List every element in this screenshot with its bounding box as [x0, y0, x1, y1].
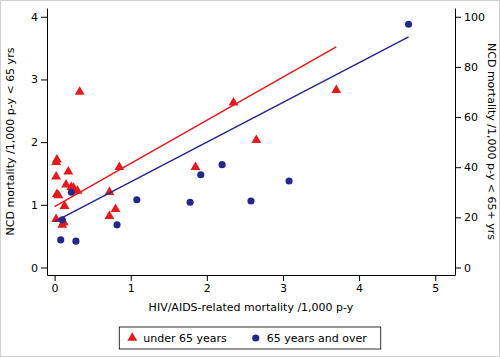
tick-label: 2 [204, 282, 211, 295]
tick-mark [207, 275, 208, 281]
tick: 20 [455, 211, 478, 224]
point [405, 21, 412, 28]
point [229, 97, 239, 106]
point [197, 171, 204, 178]
point [52, 154, 62, 163]
fit-line [55, 37, 409, 222]
fit-line [55, 47, 337, 207]
y2-axis-title: NCD mortality /1,000 p-y < 65+ yrs [485, 43, 498, 240]
point [219, 161, 226, 168]
background [1, 1, 500, 357]
tick-label: 3 [31, 73, 38, 86]
tick-mark [435, 275, 436, 281]
point [59, 216, 66, 223]
legend-box [119, 327, 380, 349]
tick-mark [41, 267, 47, 268]
tick-mark [55, 275, 56, 281]
point [51, 171, 61, 180]
tick-label: 80 [464, 61, 478, 74]
tick: 0 [455, 261, 471, 274]
point [113, 221, 120, 228]
tick: 3 [31, 73, 47, 86]
point [114, 162, 124, 171]
point [60, 200, 70, 209]
legend-marker [127, 332, 137, 341]
point [57, 236, 64, 243]
tick-mark [455, 117, 461, 118]
point [285, 177, 292, 184]
tick-label: 2 [31, 136, 38, 149]
tick-label: 100 [464, 11, 485, 24]
tick: 2 [204, 275, 211, 295]
point [191, 162, 201, 171]
tick-mark [283, 275, 284, 281]
point [59, 217, 69, 226]
point [72, 238, 79, 245]
tick: 5 [432, 275, 439, 295]
plot-area [51, 21, 412, 245]
tick-mark [359, 275, 360, 281]
point [251, 135, 261, 144]
tick-label: 0 [464, 261, 471, 274]
tick: 1 [31, 199, 47, 212]
legend-label: 65 years and over [267, 332, 367, 345]
tick-label: 4 [356, 282, 363, 295]
tick-label: 20 [464, 211, 478, 224]
tick-label: 4 [31, 11, 38, 24]
tick: 0 [52, 275, 59, 295]
tick-mark [41, 17, 47, 18]
point [187, 199, 194, 206]
tick: 1 [128, 275, 135, 295]
axis-line [455, 9, 456, 276]
tick: 4 [31, 11, 47, 24]
tick: 40 [455, 161, 478, 174]
tick-mark [41, 142, 47, 143]
tick-mark [41, 79, 47, 80]
tick: 0 [31, 261, 47, 274]
point [247, 197, 254, 204]
point [75, 86, 85, 95]
point [111, 204, 121, 213]
tick-label: 5 [432, 282, 439, 295]
x-axis: 0 1 2 3 4 5 [48, 275, 456, 295]
axis-line [47, 9, 48, 276]
tick-mark [455, 17, 461, 18]
point [133, 196, 140, 203]
tick-label: 0 [31, 261, 38, 274]
tick: 2 [31, 136, 47, 149]
tick: 4 [356, 275, 363, 295]
tick-label: 1 [128, 282, 135, 295]
tick: 100 [455, 11, 485, 24]
point [68, 189, 75, 196]
point [63, 166, 73, 175]
legend-marker [252, 334, 259, 341]
tick: 80 [455, 61, 478, 74]
tick-mark [455, 217, 461, 218]
tick-mark [455, 67, 461, 68]
axis-line [48, 275, 456, 276]
legend: under 65 years 65 years and over [119, 327, 380, 349]
tick-label: 0 [52, 282, 59, 295]
tick: 3 [280, 275, 287, 295]
tick-mark [455, 167, 461, 168]
tick-mark [455, 267, 461, 268]
point [53, 190, 63, 199]
tick-label: 1 [31, 199, 38, 212]
tick: 60 [455, 111, 478, 124]
legend-label: under 65 years [143, 332, 227, 345]
y2-axis: 0 20 40 60 80 100 [455, 9, 485, 276]
tick-label: 60 [464, 111, 478, 124]
series [55, 21, 413, 245]
tick-mark [41, 205, 47, 206]
tick-mark [131, 275, 132, 281]
tick-label: 40 [464, 161, 478, 174]
point [331, 84, 341, 93]
chart: 01234501234020406080100HIV/AIDS-related … [0, 0, 500, 357]
y-axis: 0 1 2 3 4 [31, 9, 48, 276]
y-axis-title: NCD mortality /1,000 p-y < 65 yrs [4, 47, 17, 235]
tick-label: 3 [280, 282, 287, 295]
x-axis-title: HIV/AIDS-related mortality /1,000 p-y [149, 301, 354, 314]
